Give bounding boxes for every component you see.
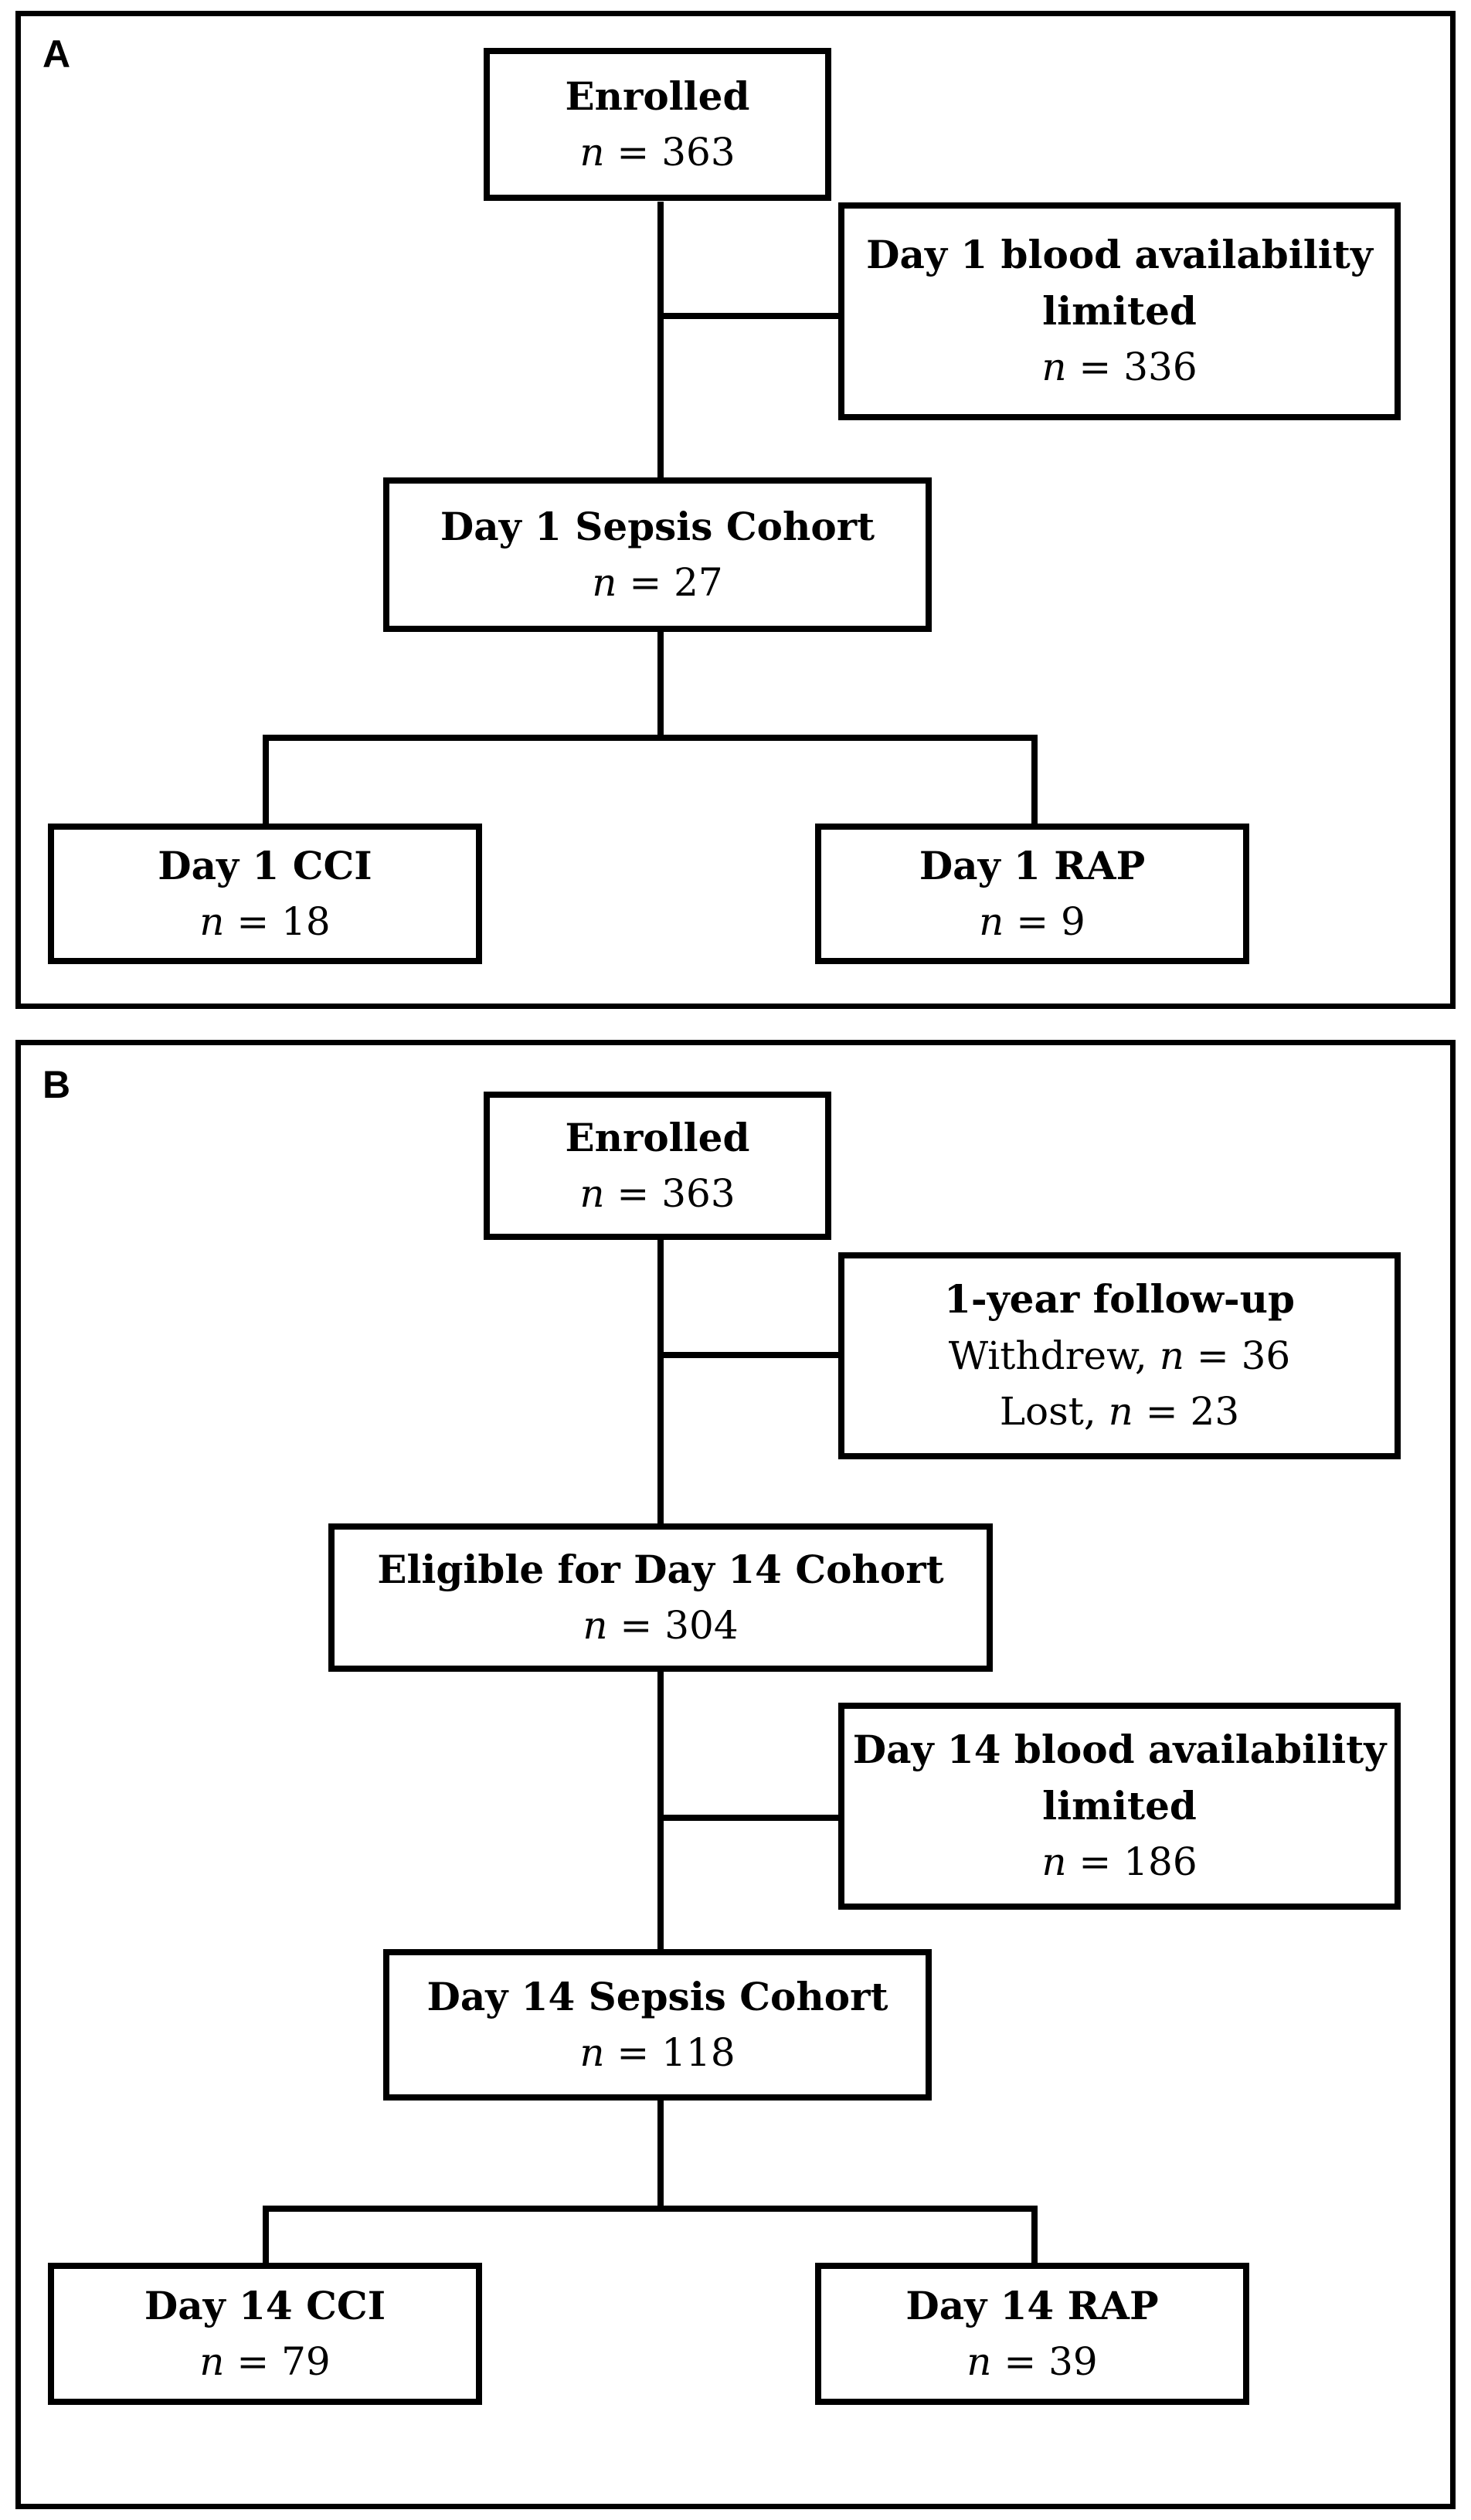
box-enrolled-a-count: n = 363: [579, 130, 736, 175]
box-rap-a-title: Day 1 RAP: [919, 842, 1146, 888]
box-cohort-a-count: n = 27: [592, 560, 723, 605]
connector-enrolled-to-cohort-a: [657, 202, 664, 487]
connector-cohort-down-a: [657, 628, 664, 741]
connector-stub-rap-b: [1031, 2206, 1038, 2263]
box-enrolled-a-title: Enrolled: [565, 73, 750, 119]
box-followup-b-title: 1-year follow-up: [944, 1276, 1295, 1323]
box-rap-b-count: n = 39: [967, 2339, 1098, 2384]
box-exclusion-b: Day 14 blood availability limited n = 18…: [838, 1703, 1401, 1910]
box-enrolled-b-title: Enrolled: [565, 1114, 750, 1160]
box-rap-a-count: n = 9: [979, 899, 1085, 944]
box-cci-a-title: Day 1 CCI: [158, 842, 372, 888]
box-exclusion-a: Day 1 blood availability limited n = 336: [838, 202, 1401, 420]
connector-branch-exclusion-a: [661, 313, 844, 319]
box-cci-a-count: n = 18: [199, 899, 331, 944]
panel-a-label: A: [42, 32, 71, 76]
box-cohort-b: Day 14 Sepsis Cohort n = 118: [383, 1949, 932, 2101]
box-enrolled-b-count: n = 363: [579, 1171, 736, 1216]
connector-stub-rap-a: [1031, 735, 1038, 824]
box-exclusion-a-count: n = 336: [1041, 345, 1198, 390]
box-followup-b: 1-year follow-up Withdrew, n = 36 Lost, n…: [838, 1252, 1401, 1459]
connector-split-bar-a: [265, 735, 1038, 741]
panel-b-label: B: [42, 1063, 71, 1106]
box-rap-a: Day 1 RAP n = 9: [815, 824, 1249, 964]
box-followup-b-counts: Withdrew, n = 36 Lost, n = 23: [948, 1333, 1291, 1435]
connector-branch-followup-b: [661, 1352, 844, 1358]
box-cohort-a-title: Day 1 Sepsis Cohort: [440, 503, 875, 549]
panel-b: B Enrolled n = 363 1-year follow-up With…: [15, 1040, 1456, 2509]
box-enrolled-b: Enrolled n = 363: [484, 1092, 831, 1240]
box-exclusion-b-title: Day 14 blood availability limited: [852, 1727, 1387, 1829]
box-rap-b-title: Day 14 RAP: [905, 2282, 1159, 2328]
connector-stub-cci-b: [263, 2206, 269, 2263]
connector-split-bar-b: [265, 2206, 1038, 2212]
box-cohort-b-title: Day 14 Sepsis Cohort: [426, 1973, 888, 2019]
box-eligible-b-title: Eligible for Day 14 Cohort: [377, 1546, 944, 1592]
box-eligible-b: Eligible for Day 14 Cohort n = 304: [328, 1523, 993, 1672]
connector-stub-cci-a: [263, 735, 269, 824]
box-eligible-b-count: n = 304: [583, 1603, 739, 1648]
panel-a: A Enrolled n = 363 Day 1 blood availabil…: [15, 11, 1456, 1009]
connector-eligible-down-b: [657, 1669, 664, 1955]
connector-branch-exclusion-b: [661, 1815, 844, 1821]
box-cci-a: Day 1 CCI n = 18: [48, 824, 482, 964]
box-cci-b-count: n = 79: [199, 2339, 331, 2384]
connector-cohort-down-b: [657, 2099, 664, 2212]
connector-enrolled-to-eligible-b: [657, 1238, 664, 1529]
box-cci-b-title: Day 14 CCI: [144, 2282, 386, 2328]
box-exclusion-b-count: n = 186: [1041, 1839, 1198, 1885]
box-cohort-b-count: n = 118: [579, 2030, 736, 2075]
box-enrolled-a: Enrolled n = 363: [484, 48, 831, 201]
box-rap-b: Day 14 RAP n = 39: [815, 2263, 1249, 2405]
box-cci-b: Day 14 CCI n = 79: [48, 2263, 482, 2405]
box-exclusion-a-title: Day 1 blood availability limited: [866, 232, 1373, 334]
box-cohort-a: Day 1 Sepsis Cohort n = 27: [383, 477, 932, 632]
